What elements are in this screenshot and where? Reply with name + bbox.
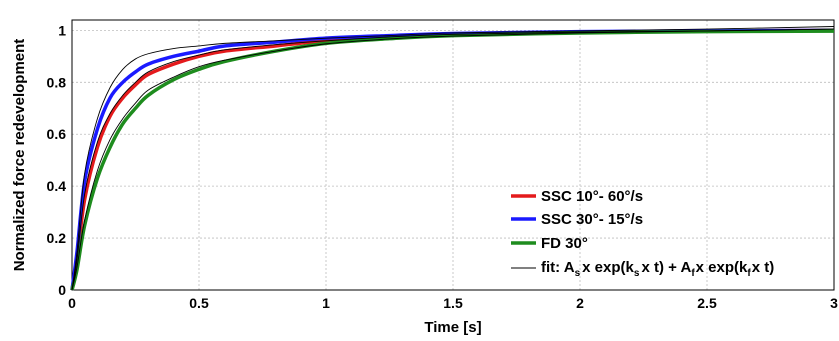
y-tick-label: 0.2 [47,230,67,246]
legend-label: SSC 30°- 15°/s [541,211,643,228]
fit-curves [71,26,835,291]
y-tick-labels: 0 0.2 0.4 0.6 0.8 1 [47,22,67,298]
y-tick-label: 0.4 [47,178,67,194]
legend-label: SSC 10°- 60°/s [541,188,643,205]
legend-fit-label: fit: As x exp(ks x t) + Afx exp(kfx t) [541,259,774,279]
legend-item: SSC 10°- 60°/s [511,188,643,205]
fit-line [71,26,835,291]
x-tick-labels: 0 0.5 1 1.5 2 2.5 3 [68,295,838,311]
x-tick-label: 0.5 [189,295,209,311]
legend: SSC 10°- 60°/s SSC 30°- 15°/s FD 30° fit… [511,188,774,279]
plot-area-frame [71,19,835,291]
x-tick-label: 2.5 [697,295,717,311]
legend-item-fit: fit: As x exp(ks x t) + Afx exp(kfx t) [511,259,774,279]
x-tick-label: 3 [830,295,838,311]
y-axis-title: Normalized force redevelopment [11,39,28,272]
fit-line [71,28,835,291]
x-tick-label: 1 [322,295,330,311]
y-tick-label: 0.6 [47,126,67,142]
y-tick-label: 0.8 [47,74,67,90]
legend-item: FD 30° [511,235,588,252]
legend-label: FD 30° [541,235,588,252]
y-tick-label: 0 [58,282,66,298]
legend-item: SSC 30°- 15°/s [511,211,643,228]
x-tick-label: 2 [576,295,584,311]
fit-line [71,28,835,291]
x-tick-label: 1.5 [443,295,463,311]
x-axis-title: Time [s] [424,319,481,336]
y-tick-label: 1 [58,22,66,38]
x-tick-label: 0 [68,295,76,311]
